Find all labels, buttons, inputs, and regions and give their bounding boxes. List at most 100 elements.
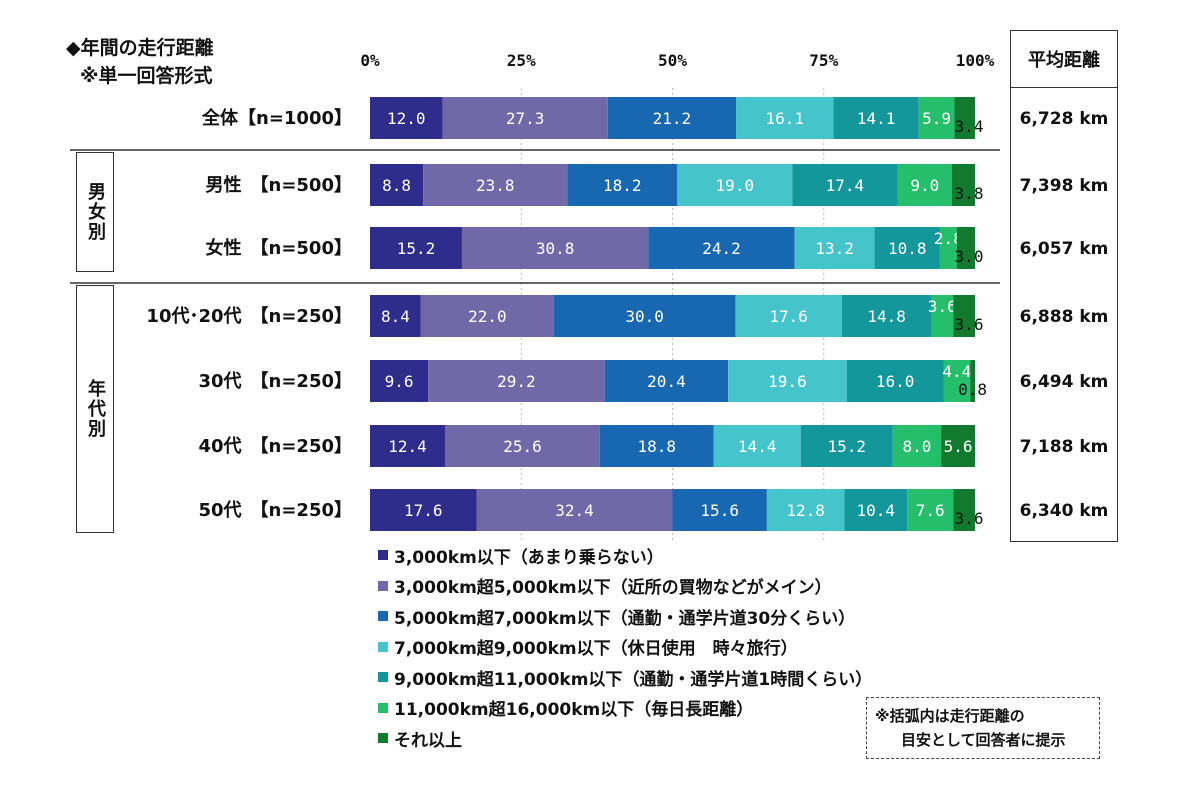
x-tick-label: 50%	[658, 51, 687, 70]
bar-segment	[370, 227, 462, 269]
legend-label: 11,000km超16,000km以下（毎日長距離）	[394, 700, 754, 721]
bar-segment	[553, 295, 736, 337]
bar-segment	[939, 227, 957, 269]
data-label: 13.2	[815, 239, 854, 258]
bar-segment	[728, 360, 847, 402]
bar-segment	[943, 360, 971, 402]
category-label: 男性 【n=500】	[206, 174, 352, 196]
data-label: 0.8	[958, 380, 987, 399]
data-label: 3.8	[955, 184, 984, 203]
bar-segment	[892, 425, 942, 467]
legend-label: 3,000km超5,000km以下（近所の買物などがメイン）	[394, 578, 832, 599]
category-label: 40代 【n=250】	[198, 436, 352, 457]
bar-segment	[952, 164, 975, 206]
data-label: 9.0	[910, 176, 939, 195]
data-label: 18.2	[603, 176, 642, 195]
average-distance-value: 6,340 km	[1019, 501, 1109, 521]
footnote: ※括弧内は走行距離の 目安として回答者に提示	[866, 697, 1100, 759]
data-label: 3.6	[955, 509, 984, 528]
average-distance-header: 平均距離	[1011, 31, 1117, 88]
data-label: 30.8	[536, 239, 575, 258]
legend-swatch	[378, 641, 388, 652]
bar-segment	[370, 164, 424, 206]
legend-label: 7,000km超9,000km以下（休日使用 時々旅行）	[394, 639, 798, 660]
bar-segment	[445, 425, 600, 467]
data-label: 14.1	[857, 109, 896, 128]
bar-segment	[841, 295, 932, 337]
x-tick-label: 100%	[956, 51, 995, 70]
data-label: 20.4	[647, 372, 686, 391]
data-label: 27.3	[506, 109, 545, 128]
bar-segment	[442, 97, 608, 139]
bar-segment	[420, 295, 554, 337]
data-label: 10.4	[857, 501, 896, 520]
data-label: 3.6	[928, 297, 957, 316]
bar-segment	[953, 489, 975, 531]
bar-segment	[954, 97, 975, 139]
data-label: 8.4	[381, 307, 410, 326]
average-distance-value: 7,188 km	[1019, 437, 1109, 457]
data-label: 17.4	[826, 176, 865, 195]
data-label: 18.8	[638, 437, 677, 456]
chart-title: ◆年間の走行距離 ※単一回答形式	[66, 34, 214, 90]
legend-label: 9,000km超11,000km以下（通勤・通学片道1時間くらい）	[394, 669, 873, 690]
bar-segment	[794, 227, 875, 269]
data-label: 15.6	[700, 501, 739, 520]
data-label: 16.0	[876, 372, 915, 391]
bar-segment	[370, 489, 477, 531]
data-label: 16.1	[765, 109, 804, 128]
average-distance-value: 6,888 km	[1019, 307, 1109, 327]
legend-item: 3,000km超5,000km以下（近所の買物などがメイン）	[378, 571, 872, 602]
data-label: 22.0	[468, 307, 507, 326]
legend-label: 3,000km以下（あまり乗らない）	[394, 547, 664, 568]
bar-segment	[428, 360, 605, 402]
x-tick-label: 75%	[809, 51, 838, 70]
data-label: 32.4	[555, 501, 594, 520]
bar-segment	[567, 164, 678, 206]
bar-segment	[476, 489, 673, 531]
average-distance-value: 6,057 km	[1019, 239, 1109, 259]
category-label: 30代 【n=250】	[198, 371, 352, 392]
data-label: 3.6	[955, 315, 984, 334]
legend-item: それ以上	[378, 723, 872, 754]
bar-segment	[607, 97, 737, 139]
bar-segment	[918, 97, 955, 139]
data-label: 9.6	[385, 372, 414, 391]
data-label: 12.8	[786, 501, 825, 520]
data-label: 17.6	[769, 307, 808, 326]
average-distance-value: 7,398 km	[1019, 176, 1109, 196]
chart-title-line1: ◆年間の走行距離	[66, 37, 214, 59]
legend-item: 9,000km超11,000km以下（通勤・通学片道1時間くらい）	[378, 662, 872, 693]
bar-segment	[941, 425, 975, 467]
bar-segment	[370, 425, 446, 467]
average-distance-column: 平均距離 6,728 km 7,398 km 6,057 km 6,888 km 6,4…	[1010, 30, 1118, 542]
bar-segment	[844, 489, 908, 531]
data-label: 10.8	[888, 239, 927, 258]
bar-segment	[970, 360, 975, 402]
bar-segment	[736, 97, 834, 139]
data-label: 8.0	[902, 437, 931, 456]
category-label: 全体【n=1000】	[201, 107, 352, 129]
bar-segment	[800, 425, 893, 467]
bar-segment	[370, 295, 421, 337]
data-label: 12.4	[388, 437, 427, 456]
bar-segment	[461, 227, 649, 269]
bar-segment	[907, 489, 954, 531]
legend-swatch	[378, 672, 388, 683]
data-label: 21.2	[653, 109, 692, 128]
data-label: 29.2	[497, 372, 536, 391]
data-label: 19.6	[768, 372, 807, 391]
average-distance-value: 6,728 km	[1019, 109, 1109, 129]
legend-swatch	[378, 550, 388, 561]
data-label: 23.8	[476, 176, 515, 195]
data-label: 25.6	[503, 437, 542, 456]
x-tick-label: 0%	[360, 51, 380, 70]
legend-swatch	[378, 611, 388, 622]
legend-item: 7,000km超9,000km以下（休日使用 時々旅行）	[378, 632, 872, 663]
data-label: 7.6	[916, 501, 945, 520]
bar-segment	[874, 227, 940, 269]
category-label: 女性 【n=500】	[206, 237, 352, 259]
bar-segment	[370, 97, 443, 139]
data-label: 17.6	[404, 501, 443, 520]
